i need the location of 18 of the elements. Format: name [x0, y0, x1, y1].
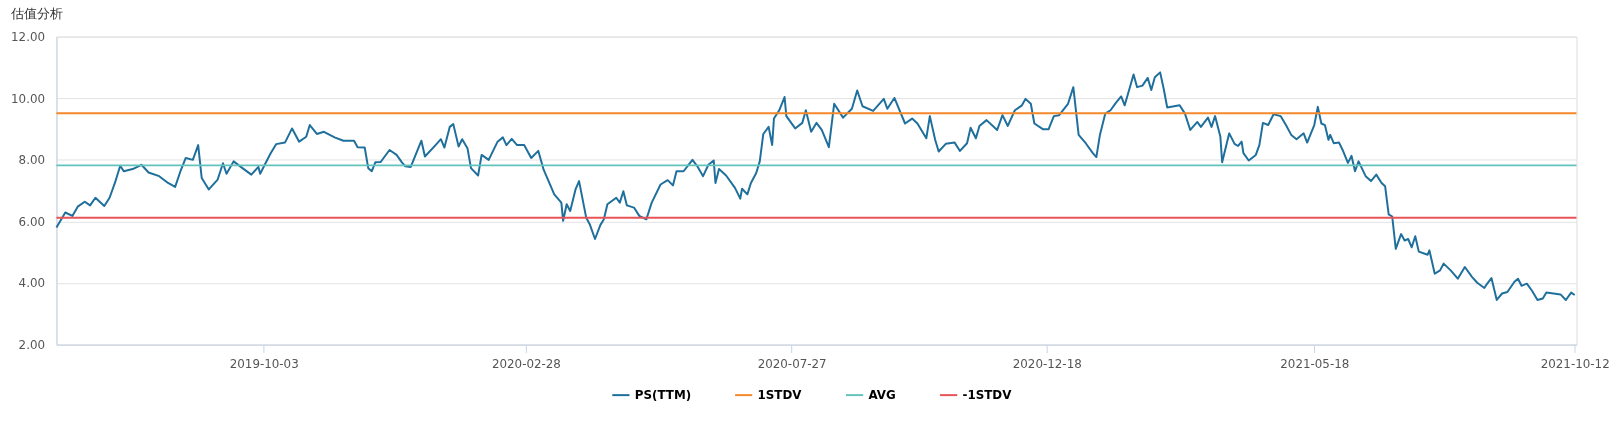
x-tick-label: 2021-10-12: [1540, 356, 1610, 371]
y-tick-label: 10.00: [11, 91, 46, 106]
y-tick-label: 12.00: [11, 30, 46, 45]
x-tick-label: 2019-10-03: [229, 356, 299, 371]
x-tick-label: 2020-12-18: [1012, 356, 1082, 371]
x-tick-label: 2021-05-18: [1280, 356, 1350, 371]
legend-label: AVG: [868, 388, 896, 403]
legend-label: -1STDV: [962, 388, 1013, 403]
chart-title: 估值分析: [9, 5, 63, 21]
legend-label: PS(TTM): [634, 388, 692, 403]
y-tick-label: 2.00: [18, 338, 46, 353]
y-tick-label: 6.00: [18, 214, 46, 229]
x-tick-label: 2020-02-28: [491, 356, 561, 371]
y-tick-label: 4.00: [18, 276, 46, 291]
legend-label: 1STDV: [757, 388, 803, 403]
line-series: [55, 71, 1576, 301]
x-tick-label: 2020-07-27: [757, 356, 827, 371]
y-tick-label: 8.00: [18, 153, 46, 168]
